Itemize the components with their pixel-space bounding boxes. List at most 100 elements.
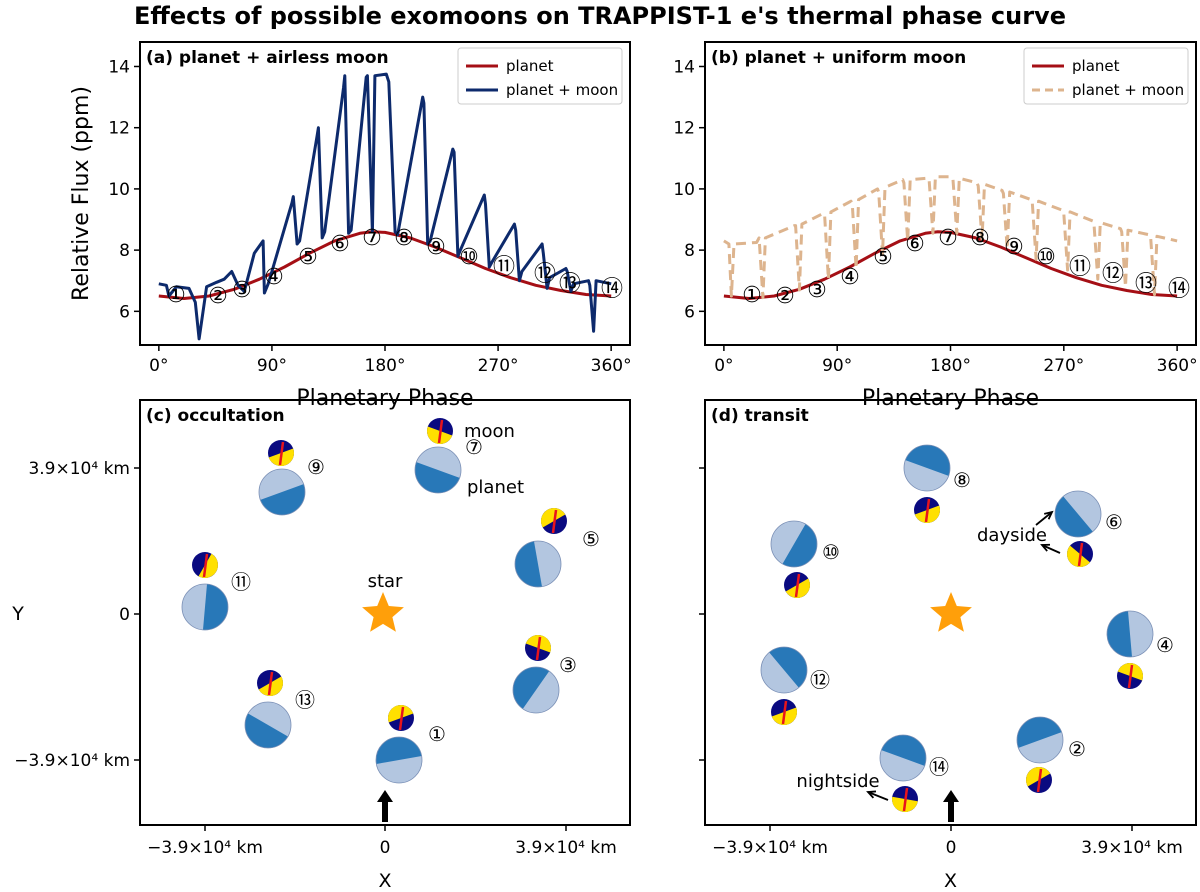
moon-label: moon: [464, 421, 515, 442]
star-marker: [362, 592, 404, 632]
planet-disk: [375, 736, 423, 784]
legend-label: planet + moon: [1072, 81, 1184, 99]
planet-disk: [760, 646, 808, 694]
planet-disk-edge: [244, 701, 292, 749]
moon-axis-line: [267, 671, 274, 696]
series-line-planet: [723, 230, 1178, 300]
phase-marker: ⑩: [459, 245, 479, 270]
y-tick-label: 12: [673, 119, 695, 139]
x-tick-label: 90°: [822, 356, 852, 376]
orbit-position-marker: ⑫: [810, 668, 830, 692]
panel-d-plot: [699, 399, 1197, 831]
pointer-arrow-head: [1040, 543, 1051, 552]
moon-dayside: [1067, 545, 1090, 568]
panel-label: (c) occultation: [146, 406, 285, 426]
planet-disk: [1016, 716, 1064, 764]
figure-title: Effects of possible exomoons on TRAPPIST…: [134, 2, 1066, 30]
planet-disk-half: [245, 713, 288, 748]
panel-label: (b) planet + uniform moon: [711, 48, 966, 68]
phase-marker: ⑦: [362, 226, 382, 251]
moon-axis-line: [398, 706, 405, 731]
planet-disk-edge: [514, 540, 562, 588]
orbit-position-marker: ③: [559, 653, 577, 677]
planet-disk-edge: [181, 583, 229, 631]
phase-marker: ⑩: [1036, 245, 1056, 270]
series-line-planet-moon: [158, 72, 612, 341]
phase-marker: ②: [208, 284, 228, 309]
x-tick-label: −3.9×10⁴ km: [712, 838, 828, 858]
planet-disk: [1054, 490, 1102, 538]
moon-disk: [914, 497, 940, 523]
moon-disk: [192, 552, 218, 578]
moon-axis-line: [794, 573, 801, 598]
moon-axis-line: [1127, 664, 1134, 689]
moon-disk: [1067, 541, 1093, 568]
phase-marker: ⑫: [534, 262, 556, 287]
x-tick-label: 3.9×10⁴ km: [1081, 838, 1183, 858]
phase-marker: ①: [166, 283, 186, 308]
phase-marker: ⑧: [970, 226, 990, 251]
moon-axis-line: [535, 636, 542, 661]
y-tick-label: 12: [108, 119, 130, 139]
observer-arrow: [377, 790, 393, 822]
planet-disk-edge: [414, 446, 462, 494]
moon-disk: [257, 670, 283, 697]
planet-disk-half: [1063, 491, 1101, 532]
phase-marker: ②: [775, 284, 795, 309]
moon-dayside: [198, 553, 218, 578]
moon-disk: [525, 635, 551, 661]
orbit-position-marker: ①: [428, 722, 446, 746]
y-tick-label: 3.9×10⁴ km: [28, 459, 130, 479]
planet-disk-edge: [903, 444, 951, 492]
phase-marker: ④: [264, 265, 284, 290]
x-axis-label: X: [944, 870, 957, 892]
x-tick-label: 0: [380, 838, 391, 858]
planet-disk-half: [522, 671, 559, 713]
pointer-arrow: [866, 790, 889, 801]
y-tick-label: 6: [119, 302, 130, 322]
phase-marker: ⑪: [1069, 255, 1091, 280]
phase-marker: ①: [742, 283, 762, 308]
planet-disk-edge: [1054, 490, 1102, 538]
nightside-label: nightside: [796, 771, 879, 792]
planet-disk: [903, 444, 951, 492]
x-tick-label: 0: [946, 838, 957, 858]
orbit-position-marker: ⑤: [582, 527, 600, 551]
phase-marker: ⑭: [1168, 277, 1190, 302]
moon-disk: [427, 418, 453, 444]
moon-disk: [892, 786, 918, 812]
orbit-position-marker: ④: [1156, 633, 1174, 657]
planet-disk-edge: [760, 646, 808, 694]
y-tick-label: 8: [119, 241, 130, 261]
moon-axis-line: [1077, 542, 1084, 567]
phase-marker: ⑬: [1135, 272, 1157, 297]
phase-marker: ⑭: [601, 277, 623, 302]
x-tick-label: 360°: [1157, 356, 1198, 376]
planet-disk-edge: [1106, 610, 1154, 658]
moon-axis-line: [924, 498, 931, 523]
panel-b-plot: [699, 41, 1197, 351]
x-axis-label: Planetary Phase: [862, 386, 1039, 411]
orbit-position-marker: ⑬: [295, 688, 315, 712]
moon-axis-line: [278, 441, 285, 466]
y-tick-label: 0: [119, 605, 130, 625]
orbit-position-marker: ⑧: [953, 468, 971, 492]
moon-dayside: [1026, 767, 1051, 787]
moon-axis-line: [781, 700, 788, 725]
legend-label: planet: [506, 57, 554, 75]
planet-disk: [514, 540, 562, 588]
y-tick-label: 10: [673, 180, 695, 200]
x-tick-label: 360°: [591, 356, 632, 376]
x-tick-label: −3.9×10⁴ km: [147, 838, 263, 858]
planet-disk: [258, 468, 306, 516]
planet-disk-edge: [770, 520, 818, 568]
planet-disk-half: [761, 652, 799, 693]
planet-disk-half: [880, 750, 925, 781]
planet-disk: [414, 446, 462, 494]
planet-disk-edge: [1016, 716, 1064, 764]
planet-disk-half: [1127, 611, 1153, 657]
planet-disk-half: [904, 460, 949, 491]
phase-marker: ④: [840, 265, 860, 290]
phase-marker: ⑨: [426, 235, 446, 260]
moon-disk: [541, 508, 567, 534]
